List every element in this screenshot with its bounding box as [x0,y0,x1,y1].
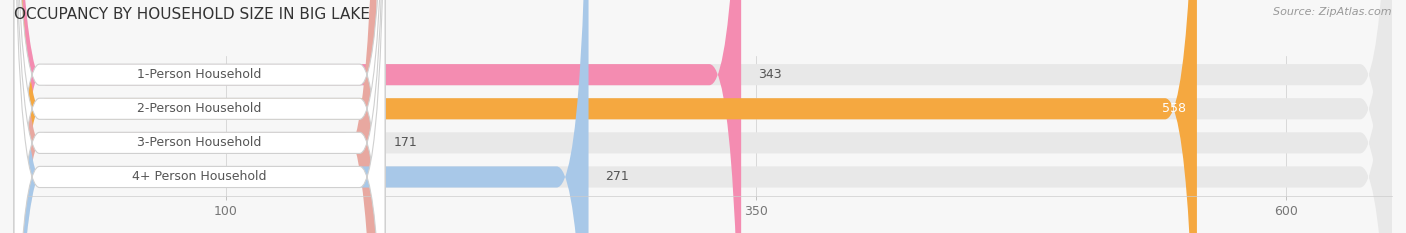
Text: OCCUPANCY BY HOUSEHOLD SIZE IN BIG LAKE: OCCUPANCY BY HOUSEHOLD SIZE IN BIG LAKE [14,7,370,22]
Text: 171: 171 [394,136,418,149]
FancyBboxPatch shape [14,0,385,233]
FancyBboxPatch shape [14,0,385,233]
FancyBboxPatch shape [14,0,377,233]
Text: 343: 343 [758,68,782,81]
Text: 558: 558 [1163,102,1187,115]
Text: 271: 271 [606,171,630,183]
FancyBboxPatch shape [14,0,1197,233]
FancyBboxPatch shape [14,0,1392,233]
FancyBboxPatch shape [14,0,1392,233]
Text: Source: ZipAtlas.com: Source: ZipAtlas.com [1274,7,1392,17]
FancyBboxPatch shape [14,0,741,233]
Text: 1-Person Household: 1-Person Household [138,68,262,81]
Text: 2-Person Household: 2-Person Household [138,102,262,115]
FancyBboxPatch shape [14,0,1392,233]
FancyBboxPatch shape [14,0,385,233]
Text: 4+ Person Household: 4+ Person Household [132,171,267,183]
Text: 3-Person Household: 3-Person Household [138,136,262,149]
FancyBboxPatch shape [14,0,589,233]
FancyBboxPatch shape [14,0,385,233]
FancyBboxPatch shape [14,0,1392,233]
